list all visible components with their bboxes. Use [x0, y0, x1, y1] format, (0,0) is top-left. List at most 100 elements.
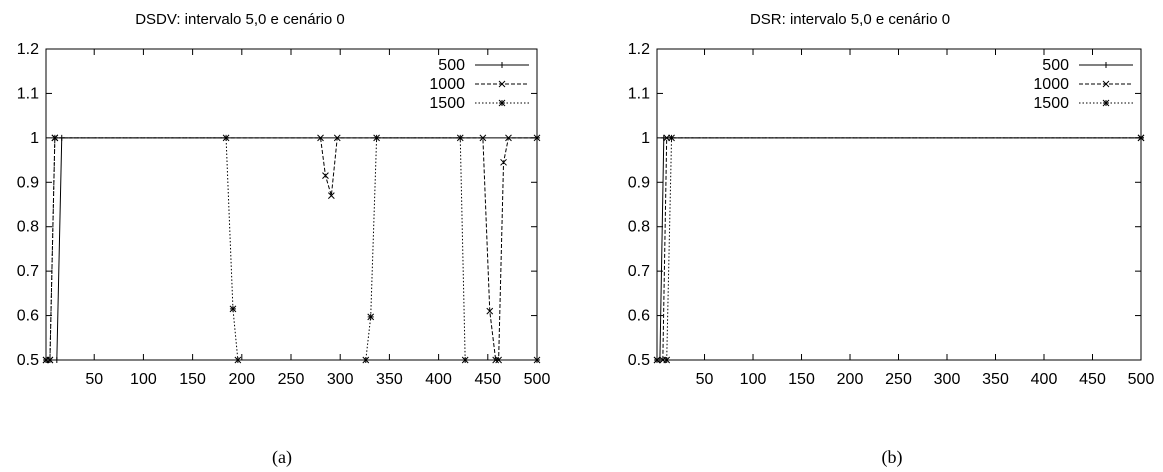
- marker-stroke: [533, 356, 541, 364]
- x-tick-label: 450: [474, 371, 501, 388]
- data-point: [51, 134, 59, 142]
- data-point: [327, 192, 335, 199]
- series-line: [46, 137, 537, 361]
- series-500: [43, 134, 540, 363]
- y-tick-label: 1.1: [628, 85, 650, 102]
- series-line: [657, 137, 1141, 361]
- x-tick-label: 250: [278, 371, 305, 388]
- y-tick-label: 0.9: [17, 174, 39, 191]
- chart-title: DSR: intervalo 5,0 e cenário 0: [750, 11, 950, 28]
- data-point: [533, 356, 541, 364]
- x-tick-label: 250: [885, 371, 912, 388]
- data-point: [1102, 80, 1110, 88]
- data-point: [668, 134, 675, 142]
- x-tick-label: 100: [740, 371, 767, 388]
- chart-caption: (a): [272, 447, 292, 468]
- chart-a: DSDV: intervalo 5,0 e cenário 0 0.5 0.6 0.7…: [17, 11, 551, 468]
- data-point: [500, 158, 507, 166]
- series-line: [657, 137, 1141, 361]
- marker-stroke: [498, 99, 506, 107]
- y-tick-label: 1.2: [17, 41, 39, 58]
- series-line: [46, 137, 537, 361]
- data-point: [1103, 62, 1109, 68]
- x-tick-label: 100: [130, 371, 157, 388]
- marker-stroke: [1137, 134, 1145, 142]
- y-tick-label: 1.1: [17, 85, 39, 102]
- marker-stroke: [362, 356, 370, 364]
- x-tick-label: 200: [228, 371, 255, 388]
- marker-stroke: [51, 134, 59, 142]
- series-1000: [653, 134, 1145, 364]
- marker-stroke: [327, 192, 335, 199]
- data-point: [362, 356, 370, 364]
- legend-label: 500: [438, 57, 465, 74]
- marker-stroke: [479, 134, 487, 142]
- marker-stroke: [234, 356, 242, 364]
- legend-label: 1500: [429, 95, 465, 112]
- marker-stroke: [533, 134, 541, 142]
- marker-stroke: [653, 356, 661, 364]
- marker-stroke: [461, 356, 469, 364]
- data-point: [505, 134, 512, 142]
- data-point: [367, 313, 375, 321]
- y-tick-label: 0.8: [628, 219, 650, 236]
- data-point: [46, 356, 54, 364]
- data-point: [322, 172, 329, 179]
- marker-stroke: [1102, 80, 1110, 88]
- data-point: [1137, 134, 1145, 142]
- x-tick-label: 400: [425, 371, 452, 388]
- legend-label: 500: [1042, 57, 1069, 74]
- x-tick-label: 350: [376, 371, 403, 388]
- x-tick-label: 150: [179, 371, 206, 388]
- marker-stroke: [1102, 99, 1110, 107]
- data-point: [1102, 99, 1110, 107]
- x-tick-label: 300: [327, 371, 354, 388]
- y-tick-label: 0.5: [628, 352, 650, 369]
- y-tick-label: 0.7: [628, 263, 650, 280]
- x-tick-label: 450: [1079, 371, 1106, 388]
- y-tick-label: 1: [641, 130, 650, 147]
- marker-stroke: [505, 134, 512, 142]
- data-point: [461, 356, 469, 364]
- marker-stroke: [333, 134, 341, 142]
- marker-stroke: [668, 134, 675, 142]
- data-point: [663, 356, 671, 364]
- chart-caption: (b): [882, 447, 903, 468]
- legend-label: 1000: [429, 76, 465, 93]
- data-point: [234, 356, 242, 364]
- legend: 500 1000 1500: [429, 57, 529, 112]
- x-tick-label: 400: [1031, 371, 1058, 388]
- x-tick-label: 200: [837, 371, 864, 388]
- marker-stroke: [46, 356, 54, 364]
- marker-stroke: [317, 134, 324, 142]
- y-tick-label: 1.2: [628, 41, 650, 58]
- x-tick-label: 150: [788, 371, 815, 388]
- chart-title: DSDV: intervalo 5,0 e cenário 0: [135, 11, 345, 28]
- marker-stroke: [663, 134, 671, 142]
- marker-stroke: [322, 172, 329, 179]
- marker-stroke: [500, 158, 507, 166]
- y-tick-label: 0.7: [17, 263, 39, 280]
- y-tick-label: 0.6: [17, 308, 39, 325]
- series-1500: [653, 134, 1145, 364]
- series-1500: [42, 134, 541, 364]
- y-tick-label: 0.6: [628, 308, 650, 325]
- data-point: [333, 134, 341, 142]
- legend-label: 1000: [1033, 76, 1069, 93]
- x-tick-label: 350: [982, 371, 1009, 388]
- legend: 500 1000 1500: [1033, 57, 1133, 112]
- data-point: [486, 307, 494, 315]
- data-point: [653, 356, 661, 364]
- series-line: [657, 137, 1141, 361]
- x-tick-label: 500: [1128, 371, 1155, 388]
- marker-stroke: [663, 356, 671, 364]
- data-point: [660, 134, 667, 141]
- x-tick-label: 300: [934, 371, 961, 388]
- marker-stroke: [486, 307, 494, 315]
- y-tick-label: 0.5: [17, 352, 39, 369]
- y-tick-label: 1: [30, 130, 39, 147]
- marker-stroke: [367, 313, 375, 321]
- y-tick-label: 0.9: [628, 174, 650, 191]
- marker-stroke: [456, 134, 464, 142]
- data-point: [498, 99, 506, 107]
